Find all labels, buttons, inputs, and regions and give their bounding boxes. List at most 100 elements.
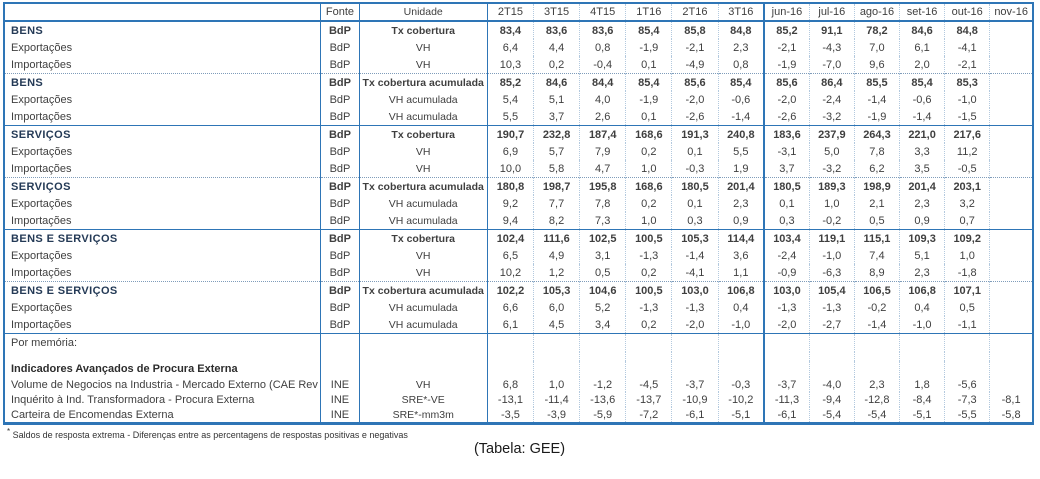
cell-value: 111,6 [533,229,581,247]
column-header-period: 2T16 [671,3,719,22]
cell-label: SERVIÇOS [4,177,322,195]
cell-value: -1,0 [899,316,946,334]
cell-value: -6,1 [671,407,719,424]
table-row: BENS BdP Tx cobertura acumulada 85,2 84,6 84,… [4,73,1033,91]
cell-value: -1,3 [625,247,673,264]
memo-title-row: Por memória: [4,333,1033,352]
cell-value: 4,0 [579,91,627,108]
cell-value: -2,1 [764,39,810,56]
cell-value: -1,3 [671,299,719,316]
cell-value [487,361,535,377]
cell-fonte [320,333,360,352]
cell-value: -5,4 [854,407,901,424]
column-header-fonte: Fonte [320,3,360,22]
cell-unidade: Tx cobertura [359,229,488,247]
cell-value: 9,2 [487,195,535,212]
cell-value [990,160,1033,178]
cell-value [990,39,1033,56]
cell-label: Exportações [4,299,322,316]
cell-value: 7,7 [533,195,581,212]
cell-value: -2,6 [764,108,810,126]
cell-value: 180,5 [671,177,719,195]
table-row: Exportações BdP VH 6,9 5,7 7,9 0,2 0,1 5,5 -3,1 5,… [4,143,1033,160]
cell-label: SERVIÇOS [4,125,322,143]
cell-value [764,361,810,377]
cell-fonte: INE [320,407,360,424]
column-header-period: jun-16 [764,3,810,22]
cell-value [533,333,581,352]
footnote: * Saldos de resposta extrema - Diferença… [7,427,1036,440]
cell-value: -0,2 [809,212,855,230]
cell-value: -5,1 [718,407,766,424]
cell-value: -0,5 [944,160,991,178]
cell-value: -13,7 [625,392,673,407]
table-row: Exportações BdP VH 6,5 4,9 3,1 -1,3 -1,4 3,6 -2,4… [4,247,1033,264]
cell-value: 7,8 [579,195,627,212]
cell-value: 2,3 [899,264,946,282]
cell-value [990,361,1033,377]
cell-value [990,56,1033,74]
cell-value: 180,5 [764,177,810,195]
cell-value: -1,4 [718,108,766,126]
cell-unidade: VH acumulada [359,316,488,334]
cell-value: 105,3 [533,281,581,299]
table-row: Importações BdP VH 10,0 5,8 4,7 1,0 -0,3 1,9 3,7-… [4,160,1033,178]
cell-value: -5,6 [944,377,991,392]
cell-label: Exportações [4,39,322,56]
cell-value: -9,4 [809,392,855,407]
cell-value: -0,3 [671,160,719,178]
cell-value: 114,4 [718,229,766,247]
cell-label: Exportações [4,91,322,108]
cell-label [4,352,322,361]
cell-value: 6,8 [487,377,535,392]
cell-value: -8,4 [899,392,946,407]
column-header-unidade: Unidade [359,3,488,22]
cell-value: 198,7 [533,177,581,195]
cell-value: -11,4 [533,392,581,407]
cell-value [854,352,901,361]
cell-value: -1,0 [718,316,766,334]
cell-label: Inquérito à Ind. Transformadora - Procur… [4,392,322,407]
cell-value: 5,5 [718,143,766,160]
cell-label: Importações [4,108,322,126]
cell-unidade: SRE*-VE [359,392,488,407]
column-header-label [4,3,322,22]
cell-value: -1,0 [809,247,855,264]
cell-value: 201,4 [899,177,946,195]
cell-value [718,333,766,352]
cell-value [990,91,1033,108]
cell-value: 105,3 [671,229,719,247]
table-body: BENS BdP Tx cobertura 83,4 83,6 83,6 85,4 85,8 8… [4,21,1033,424]
cell-value [990,377,1033,392]
cell-fonte: BdP [320,229,360,247]
cell-value: 84,8 [718,21,766,39]
cell-value: 217,6 [944,125,991,143]
cell-value [809,352,855,361]
footnote-marker: * [7,427,11,436]
cell-value: 0,2 [625,143,673,160]
table-row: Importações BdP VH 10,3 0,2 -0,4 0,1 -4,9 0,8 -1,… [4,56,1033,74]
cell-value: -2,0 [764,316,810,334]
cell-value [764,333,810,352]
cell-value: -3,2 [809,160,855,178]
column-header-period: set-16 [899,3,946,22]
cell-value: 201,4 [718,177,766,195]
cell-value: -1,3 [764,299,810,316]
cell-value: 5,0 [809,143,855,160]
memo-spacer-row [4,352,1033,361]
cell-fonte: BdP [320,177,360,195]
cell-value: 4,5 [533,316,581,334]
cell-unidade: Tx cobertura [359,21,488,39]
cell-label: Exportações [4,247,322,264]
cell-value: 3,7 [764,160,810,178]
cell-value [944,352,991,361]
cell-value [990,195,1033,212]
cell-value: 0,5 [944,299,991,316]
cell-value: 102,2 [487,281,535,299]
cell-value: 1,0 [533,377,581,392]
cell-value [487,333,535,352]
cell-value: 187,4 [579,125,627,143]
cell-fonte: BdP [320,281,360,299]
table-row: Exportações BdP VH 6,4 4,4 0,8 -1,9 -2,1 2,3 -2,1… [4,39,1033,56]
cell-fonte: BdP [320,212,360,230]
